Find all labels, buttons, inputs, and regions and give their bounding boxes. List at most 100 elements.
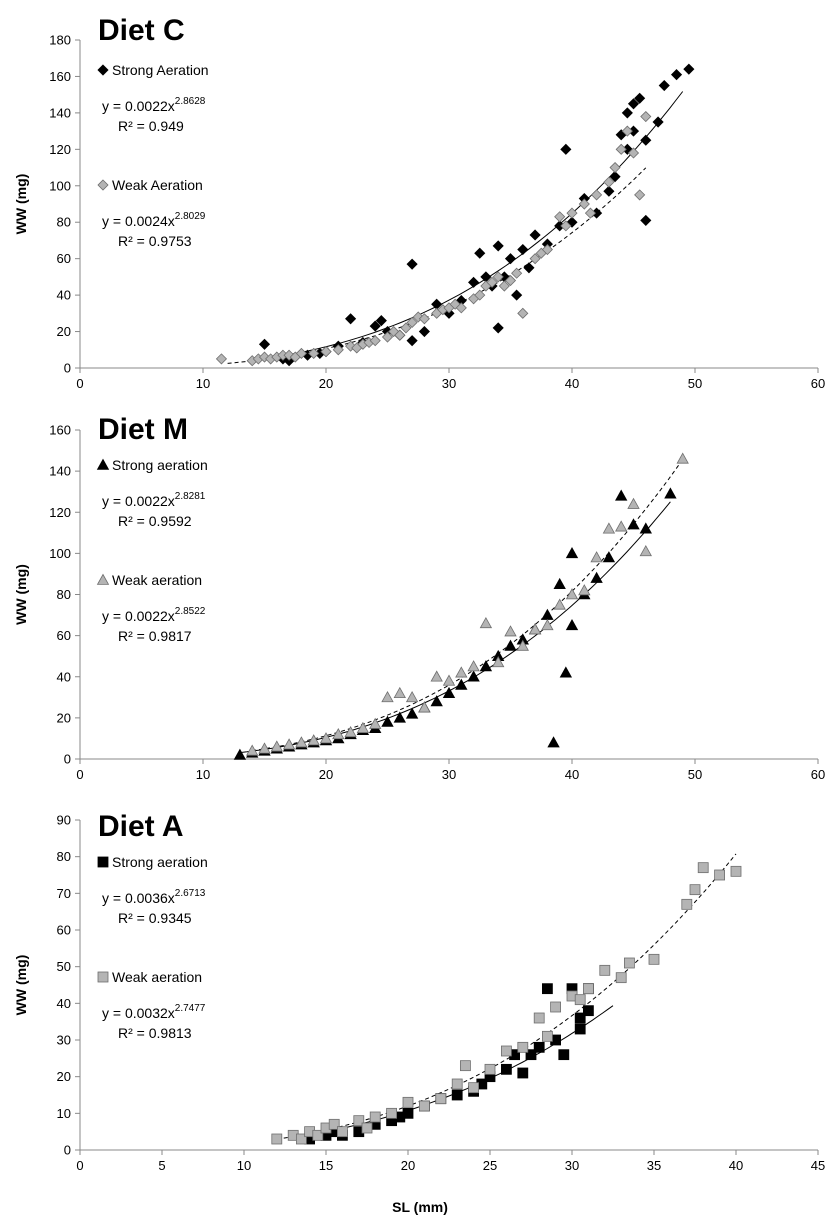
fit-curve: [252, 459, 684, 752]
x-tick-label: 30: [442, 767, 456, 782]
data-point: [523, 262, 535, 274]
data-point: [681, 898, 693, 910]
equation-base: y = 0.0022x: [102, 493, 175, 509]
data-point: [553, 577, 566, 590]
data-point: [246, 744, 259, 756]
data-point: [406, 316, 418, 329]
x-tick-label: 35: [647, 1158, 661, 1173]
equation-base: y = 0.0022x: [102, 98, 175, 114]
data-point: [553, 598, 566, 610]
data-point: [664, 487, 677, 499]
data-point: [590, 551, 603, 563]
data-point: [639, 522, 652, 534]
y-tick-label: 160: [49, 69, 71, 84]
data-point: [640, 214, 652, 226]
x-tick-label: 15: [319, 1158, 333, 1173]
data-point: [455, 678, 468, 690]
data-point: [511, 289, 523, 301]
r-squared: R² = 0.949: [118, 118, 184, 134]
y-tick-label: 40: [57, 288, 71, 303]
y-axis-label: WW (mg): [13, 955, 29, 1016]
legend-marker: [96, 573, 110, 585]
data-point: [442, 686, 456, 698]
data-point: [584, 207, 597, 219]
series-strong: Strong aeration y = 0.0036x2.6713 R² = 0.9…: [97, 854, 614, 1145]
data-point: [602, 551, 616, 563]
legend-label: Weak aeration: [112, 572, 202, 588]
data-point: [215, 353, 228, 365]
equation-exponent: 2.8029: [175, 211, 206, 222]
equation-base: y = 0.0022x: [102, 608, 175, 624]
data-point: [627, 497, 640, 509]
data-point: [609, 171, 621, 183]
data-point: [574, 1012, 586, 1024]
data-point: [467, 670, 480, 682]
data-point: [386, 1107, 398, 1119]
data-point: [574, 994, 586, 1006]
x-tick-label: 0: [76, 376, 83, 391]
y-tick-label: 140: [49, 464, 71, 479]
chart-title: Diet M: [98, 413, 188, 446]
data-point: [344, 725, 357, 738]
data-point: [603, 176, 615, 188]
data-point: [558, 1049, 570, 1061]
legend-marker: [97, 971, 109, 983]
data-point: [591, 189, 603, 201]
data-point: [406, 335, 418, 347]
data-point: [402, 1107, 414, 1119]
data-point: [405, 690, 419, 703]
x-tick-label: 30: [442, 376, 456, 391]
fit-equation: y = 0.0032x2.7477: [102, 1003, 206, 1021]
data-point: [459, 1060, 471, 1072]
r-squared: R² = 0.9592: [118, 513, 192, 529]
data-point: [609, 161, 621, 174]
legend-marker: [97, 64, 109, 76]
data-point: [550, 1001, 561, 1013]
y-tick-label: 120: [49, 505, 71, 520]
y-tick-label: 80: [57, 849, 71, 864]
legend-marker: [97, 856, 109, 868]
data-point: [312, 1129, 324, 1141]
y-tick-label: 140: [49, 105, 71, 120]
data-point: [730, 865, 742, 877]
data-point: [418, 313, 430, 325]
data-point: [615, 489, 628, 501]
data-point: [308, 347, 320, 359]
data-point: [468, 276, 480, 288]
data-point: [533, 1012, 545, 1024]
data-point: [583, 1005, 594, 1017]
data-point: [233, 748, 247, 760]
data-point: [621, 125, 633, 137]
x-tick-label: 60: [811, 376, 825, 391]
equation-base: y = 0.0036x: [102, 890, 175, 906]
data-point: [393, 686, 406, 698]
x-tick-label: 25: [483, 1158, 497, 1173]
data-point: [517, 1041, 529, 1053]
data-point: [468, 1082, 480, 1094]
data-point: [369, 320, 381, 332]
data-point: [583, 983, 594, 995]
data-point: [615, 972, 627, 984]
y-tick-label: 40: [57, 996, 71, 1011]
data-point: [683, 63, 695, 75]
y-tick-label: 20: [57, 324, 71, 339]
data-point: [381, 690, 394, 703]
data-point: [602, 522, 616, 534]
y-tick-label: 30: [57, 1033, 71, 1048]
data-point: [328, 1118, 340, 1130]
y-tick-label: 50: [57, 959, 71, 974]
chart-title: Diet C: [98, 14, 185, 47]
data-point: [353, 1115, 365, 1127]
data-point: [400, 322, 412, 334]
equation-exponent: 2.7477: [175, 1003, 206, 1014]
r-squared: R² = 0.9813: [118, 1025, 192, 1041]
data-point: [492, 240, 504, 252]
data-point: [590, 571, 603, 583]
data-point: [270, 740, 283, 752]
data-point: [640, 110, 652, 123]
data-point: [621, 107, 633, 119]
y-tick-label: 0: [64, 361, 71, 376]
y-tick-label: 40: [57, 669, 71, 684]
